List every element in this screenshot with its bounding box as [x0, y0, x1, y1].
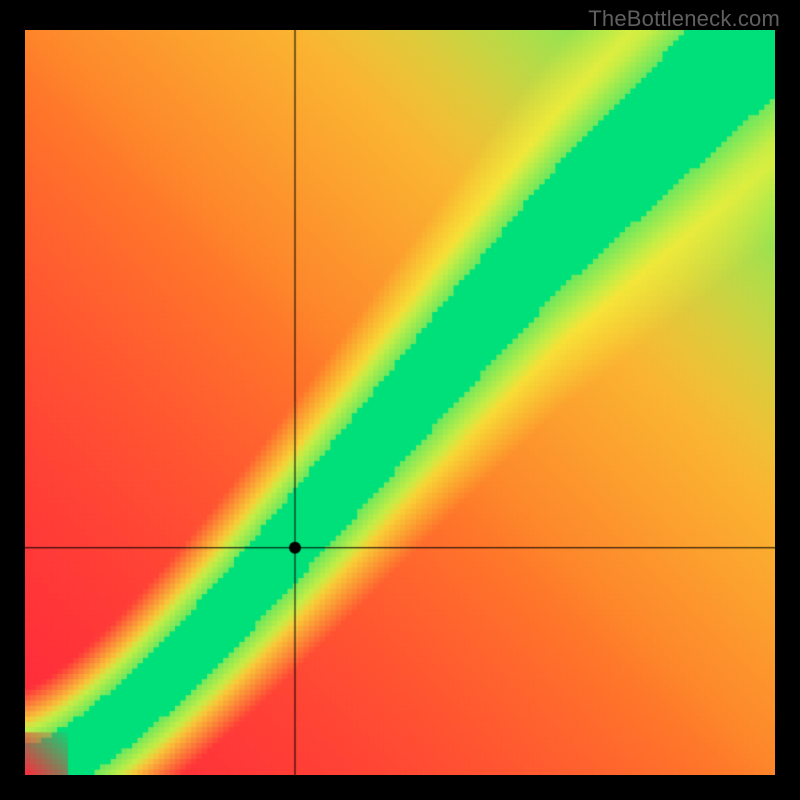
watermark-text: TheBottleneck.com — [588, 6, 780, 32]
heatmap-plot — [25, 30, 775, 775]
chart-container: TheBottleneck.com — [0, 0, 800, 800]
